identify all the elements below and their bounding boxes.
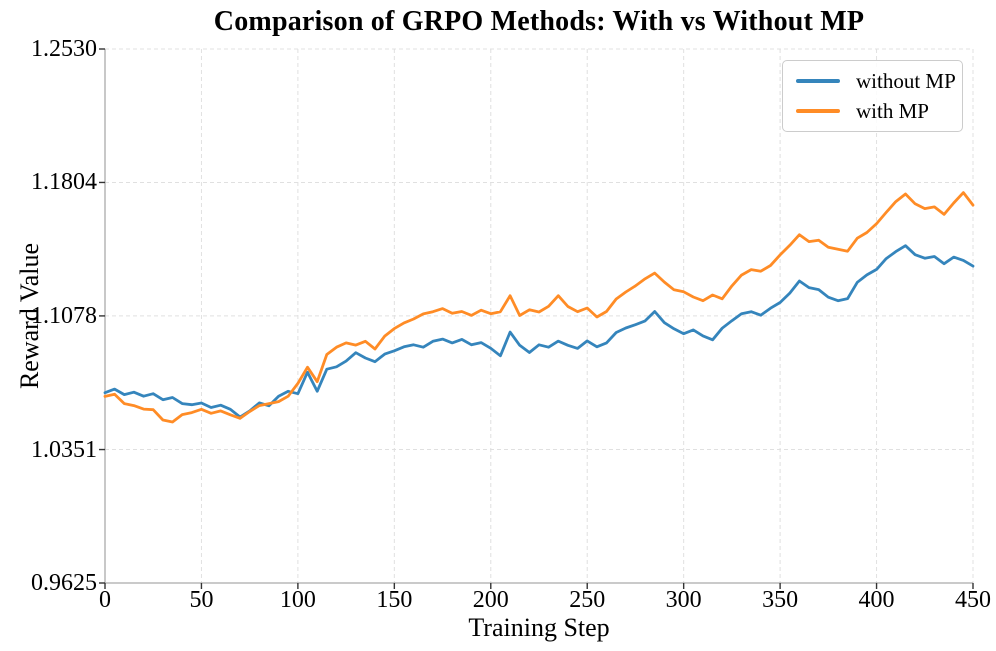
y-tick-label: 1.1078 [31,302,97,329]
x-tick-label: 150 [376,587,413,613]
x-tick-label: 300 [665,587,702,613]
x-tick-label: 250 [569,587,606,613]
legend-line-swatch-with-mp-icon [796,109,840,113]
x-tick-label: 400 [858,587,895,613]
x-tick-label: 350 [762,587,799,613]
legend-label-with-mp: with MP [856,98,929,123]
y-tick-label: 1.1804 [31,169,97,196]
x-tick-label: 0 [99,587,111,613]
x-tick-label: 200 [472,587,509,613]
x-tick-label: 50 [189,587,214,613]
legend: without MP with MP [782,60,963,132]
legend-label-without-mp: without MP [856,68,956,93]
series-line-without-mp [103,244,975,419]
y-axis-label-text: Reward Value [15,242,44,390]
chart-title: Comparison of GRPO Methods: With vs With… [213,6,865,37]
x-axis-label: Training Step [468,613,610,642]
legend-item-with-mp: with MP [796,98,949,124]
series-line-with-mp [103,191,975,424]
y-tick-label: 1.0351 [31,436,97,463]
y-tick-label: 0.9625 [31,570,97,596]
legend-item-without-mp: without MP [796,68,956,94]
y-tick-label: 1.2530 [31,36,97,62]
x-tick-label: 100 [279,587,316,613]
x-tick-label: 450 [955,587,991,613]
legend-line-swatch-without-mp-icon [796,79,840,83]
